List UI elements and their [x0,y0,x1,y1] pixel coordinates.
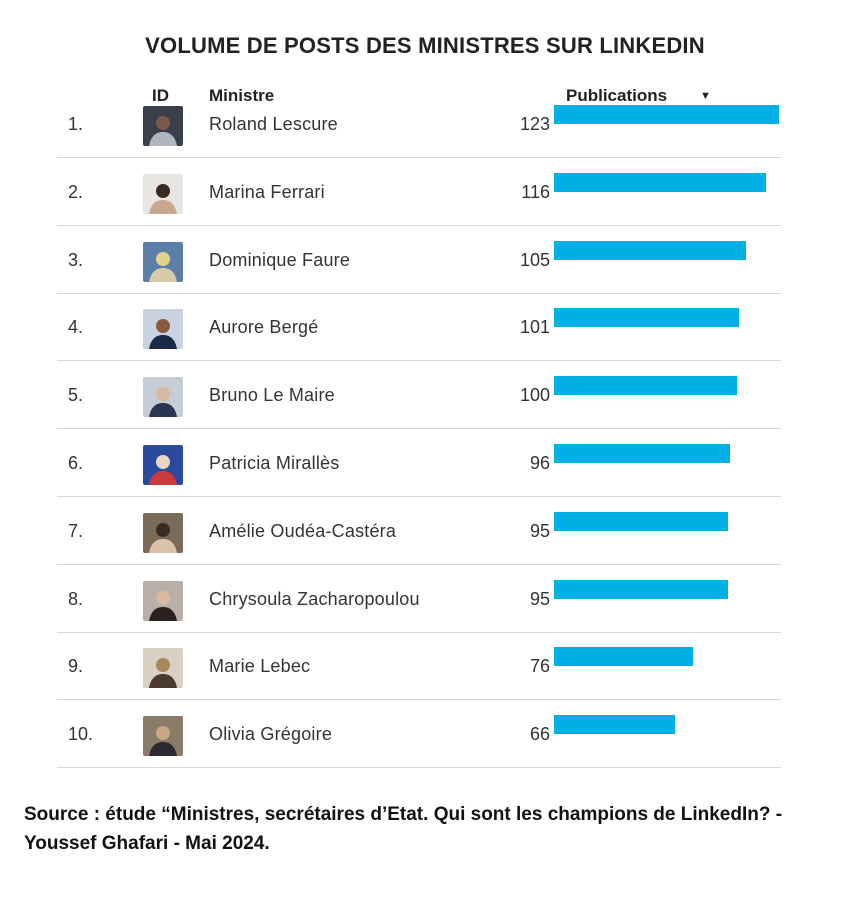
row-rank: 5. [68,385,84,406]
minister-name: Bruno Le Maire [209,385,335,406]
portrait-icon [143,580,183,621]
publications-bar [554,579,728,599]
table-row: 9. Marie Lebec 76 [0,647,850,723]
column-header-publications[interactable]: Publications [566,86,668,105]
minister-name: Patricia Mirallès [209,453,340,473]
row-divider [57,428,781,430]
row-rank: 10. [68,724,94,745]
table-row: 8. Chrysoula Zacharopoulou 95 [0,579,850,656]
table-row: 1. Roland Lescure 123 [0,105,850,181]
row-rank: 4. [68,317,84,338]
row-divider [57,224,781,226]
column-header-minister: Ministre [209,86,275,105]
minister-name: Marie Lebec [209,656,311,677]
table-row: 6. Patricia Mirallès 96 [0,444,850,520]
minister-name: Roland Lescure [209,114,338,134]
minister-avatar [143,445,183,485]
row-divider [57,157,781,158]
publications-value: 105 [519,249,550,270]
minister-avatar [143,648,183,689]
minister-avatar [143,580,183,621]
minister-name: Aurore Bergé [209,317,319,338]
row-divider [57,767,781,769]
publications-value: 116 [521,181,550,202]
publications-bar [554,172,767,192]
portrait-icon [143,512,183,553]
minister-avatar [143,309,183,350]
publications-value: 123 [519,114,550,134]
table-row: 10. Olivia Grégoire 66 [0,715,850,791]
table-row: 4. Aurore Bergé 101 [0,308,850,384]
portrait-icon [143,445,183,485]
minister-avatar [143,512,183,553]
table-row: 3. Dominique Faure 105 [0,240,850,317]
table-row: 7. Amélie Oudéa-Castéra 95 [0,511,850,588]
minister-avatar [143,173,183,214]
row-rank: 2. [68,181,84,202]
row-divider [57,631,781,633]
sort-descending-icon[interactable]: ▼ [700,90,711,102]
row-rank: 1. [68,114,84,134]
portrait-icon [143,106,183,146]
minister-avatar [143,241,183,282]
portrait-icon [143,648,183,689]
publications-value: 76 [529,656,550,677]
row-rank: 7. [68,520,84,541]
portrait-icon [143,716,183,757]
table-row: 2. Marina Ferrari 116 [0,172,850,249]
publications-value: 66 [529,724,550,745]
chart-title: VOLUME DE POSTS DES MINISTRES SUR LINKED… [145,33,705,58]
portrait-icon [143,309,183,350]
portrait-icon [143,377,183,418]
row-divider [57,360,781,362]
table-row: 5. Bruno Le Maire 100 [0,376,850,452]
publications-bar [554,376,737,396]
minister-name: Dominique Faure [209,249,351,270]
publications-value: 95 [529,588,550,609]
publications-value: 101 [519,317,550,338]
table-body: 1. Roland Lescure 123 2. Marina Ferrari 116 3.… [0,105,850,791]
publications-value: 95 [529,520,550,541]
portrait-icon [143,241,183,282]
portrait-icon [143,173,183,214]
minister-avatar [143,106,183,146]
publications-bar [554,647,694,667]
publications-bar [554,105,779,124]
row-rank: 9. [68,656,84,677]
table-header: ID Ministre Publications ▼ [0,86,850,108]
column-header-id: ID [152,86,169,105]
publications-bar [554,308,739,328]
publications-value: 100 [519,385,550,406]
source-note: Source : étude “Ministres, secrétaires d… [24,804,783,854]
row-rank: 8. [68,588,84,609]
minister-name: Amélie Oudéa-Castéra [209,520,397,541]
row-rank: 3. [68,249,84,270]
publications-bar [554,715,675,735]
publications-bar [554,511,728,531]
publications-value: 96 [529,453,550,473]
minister-name: Chrysoula Zacharopoulou [209,588,420,609]
row-divider [57,496,781,497]
row-rank: 6. [68,453,84,473]
minister-name: Marina Ferrari [209,181,325,202]
row-divider [57,563,781,565]
row-divider [57,699,781,701]
minister-avatar [143,716,183,757]
minister-avatar [143,377,183,418]
publications-bar [554,444,730,463]
minister-name: Olivia Grégoire [209,724,333,745]
publications-bar [554,240,747,260]
row-divider [57,292,781,294]
